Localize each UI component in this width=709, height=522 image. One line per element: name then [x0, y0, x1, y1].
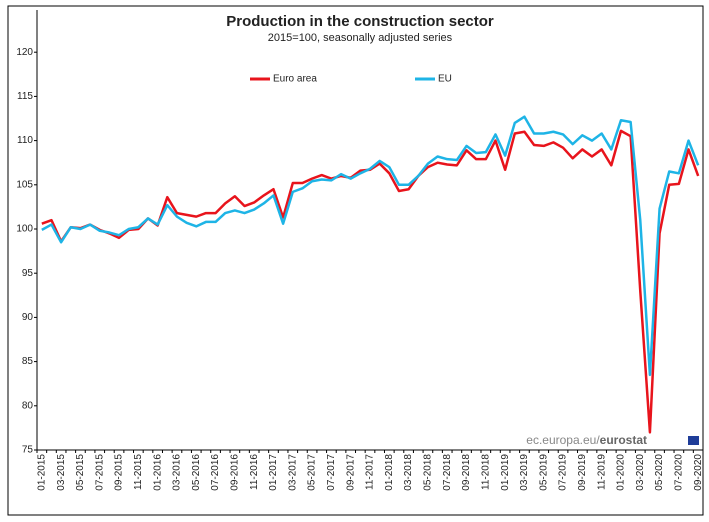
- x-tick-label: 03-2017: [287, 454, 298, 491]
- series-line: [41, 129, 700, 434]
- x-tick-label: 11-2015: [133, 454, 144, 490]
- x-tick-label: 03-2015: [56, 454, 67, 491]
- x-tick-label: 11-2019: [596, 454, 607, 490]
- x-tick-label: 09-2018: [461, 454, 472, 491]
- x-tick-label: 05-2015: [75, 454, 86, 491]
- x-tick-label: 09-2016: [230, 454, 241, 491]
- x-tick-label: 07-2016: [210, 454, 221, 491]
- x-tick-label: 01-2015: [36, 454, 47, 491]
- x-tick-label: 07-2019: [558, 454, 569, 491]
- x-tick-label: 01-2016: [152, 454, 163, 491]
- x-tick-label: 09-2015: [114, 454, 125, 491]
- x-tick-label: 07-2015: [94, 454, 105, 491]
- source: ec.europa.eu/eurostat: [526, 433, 647, 447]
- x-tick-label: 05-2016: [191, 454, 202, 491]
- x-tick-label: 11-2017: [365, 454, 376, 490]
- x-tick-label: 07-2020: [674, 454, 685, 491]
- y-tick-label: 75: [22, 445, 34, 456]
- chart-title: Production in the construction sector: [226, 13, 494, 30]
- y-tick-label: 120: [16, 47, 33, 58]
- x-tick-label: 01-2018: [384, 454, 395, 491]
- flag-icon: [688, 436, 699, 445]
- x-tick-label: 07-2018: [442, 454, 453, 491]
- x-tick-label: 03-2016: [172, 454, 183, 491]
- frame: [7, 5, 704, 516]
- y-tick-label: 95: [22, 268, 34, 279]
- x-tick-label: 09-2017: [345, 454, 356, 491]
- x-tick-label: 05-2018: [423, 454, 434, 491]
- x-tick-label: 03-2020: [635, 454, 646, 491]
- y-tick-label: 100: [16, 224, 33, 235]
- x-tick-label: 11-2018: [480, 454, 491, 490]
- x-tick-label: 03-2018: [403, 454, 414, 491]
- x-tick-label: 01-2019: [500, 454, 511, 491]
- x-tick-label: 07-2017: [326, 454, 337, 491]
- x-tick-label: 05-2019: [538, 454, 549, 491]
- x-tick-label: 11-2016: [249, 454, 260, 490]
- x-tick-label: 03-2019: [519, 454, 530, 491]
- chart-subtitle: 2015=100, seasonally adjusted series: [268, 32, 453, 44]
- source-name: eurostat: [600, 433, 647, 447]
- y-tick-label: 105: [16, 179, 33, 190]
- x-tick-label: 01-2020: [616, 454, 627, 491]
- x-tick-label: 05-2020: [654, 454, 665, 491]
- y-tick-label: 110: [17, 135, 33, 146]
- y-tick-label: 80: [22, 400, 34, 411]
- legend-label: EU: [438, 74, 452, 85]
- x-tick-label: 09-2020: [693, 454, 704, 491]
- series-line: [41, 115, 700, 377]
- x-tick-label: 01-2017: [268, 454, 279, 491]
- y-tick-label: 90: [22, 312, 34, 323]
- y-tick-label: 85: [22, 356, 34, 367]
- x-tick-label: 05-2017: [307, 454, 318, 491]
- legend-label: Euro area: [273, 74, 317, 85]
- y-tick-label: 115: [17, 91, 33, 102]
- source-domain: ec.europa.eu/: [526, 433, 600, 447]
- x-tick-label: 09-2019: [577, 454, 588, 491]
